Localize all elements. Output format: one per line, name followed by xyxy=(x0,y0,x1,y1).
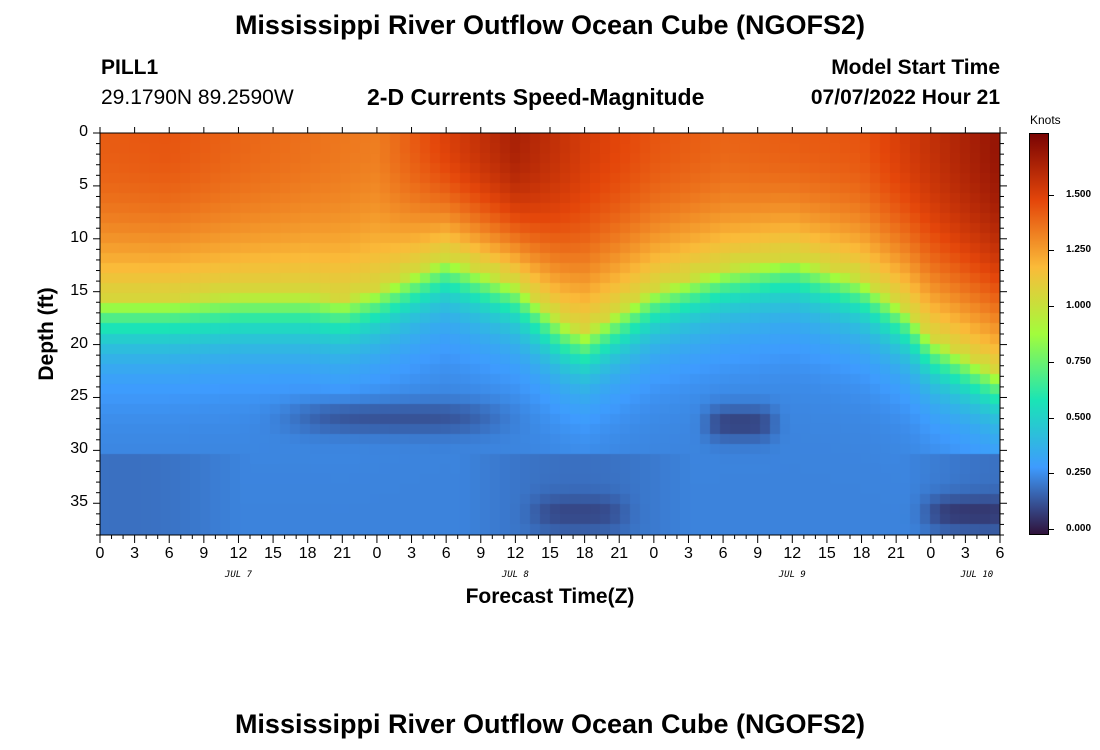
date-label: JUL 8 xyxy=(501,570,529,580)
x-tick-label: 3 xyxy=(130,545,140,562)
heatmap-plot xyxy=(100,133,1000,535)
x-tick-label: 15 xyxy=(264,545,282,562)
main-title: Mississippi River Outflow Ocean Cube (NG… xyxy=(234,10,866,40)
y-tick-label: 20 xyxy=(70,334,88,352)
y-tick-label: 35 xyxy=(70,493,88,511)
colorbar-unit: Knots xyxy=(1030,113,1061,127)
x-tick-label: 21 xyxy=(610,545,629,562)
x-tick-label: 3 xyxy=(407,545,416,562)
y-tick-label: 0 xyxy=(79,123,88,140)
colorbar-tick-mark xyxy=(1049,306,1054,308)
colorbar-tick-label: 0.250 xyxy=(1066,467,1092,479)
x-tick-label: 18 xyxy=(852,545,871,562)
x-tick-label: 0 xyxy=(926,545,936,562)
footer-title: Mississippi River Outflow Ocean Cube (NG… xyxy=(234,709,866,739)
date-label: JUL 10 xyxy=(960,570,994,580)
colorbar xyxy=(1029,133,1049,535)
x-tick-label: 12 xyxy=(783,545,802,562)
station-id: PILL1 xyxy=(101,56,159,79)
x-axis-label: Forecast Time(Z) xyxy=(465,585,635,608)
x-tick-label: 15 xyxy=(541,545,559,562)
y-tick-label: 30 xyxy=(70,440,88,458)
colorbar-tick-label: 0.500 xyxy=(1066,411,1092,423)
x-tick-label: 6 xyxy=(718,545,728,562)
colorbar-tick-mark xyxy=(1049,361,1054,363)
x-tick-label: 3 xyxy=(684,545,693,562)
x-tick-label: 9 xyxy=(476,545,486,562)
x-tick-label: 0 xyxy=(95,545,105,562)
x-tick-label: 0 xyxy=(649,545,659,562)
y-tick-label: 10 xyxy=(70,228,88,246)
colorbar-tick-mark xyxy=(1049,194,1054,196)
heatmap-canvas xyxy=(100,133,1000,535)
y-tick-label: 15 xyxy=(70,281,88,299)
colorbar-tick-mark xyxy=(1049,529,1054,530)
model-start-value: 07/07/2022 Hour 21 xyxy=(810,86,1000,109)
model-start-label: Model Start Time xyxy=(831,56,1000,79)
x-tick-label: 18 xyxy=(298,545,317,562)
x-tick-label: 18 xyxy=(575,545,594,562)
x-tick-label: 9 xyxy=(199,545,209,562)
colorbar-tick-label: 0.000 xyxy=(1066,523,1092,534)
x-tick-label: 15 xyxy=(818,545,836,562)
x-tick-label: 3 xyxy=(960,545,970,562)
colorbar-tick-label: 1.000 xyxy=(1066,300,1092,312)
date-label: JUL 9 xyxy=(778,570,806,580)
chart-subtitle: 2-D Currents Speed-Magnitude xyxy=(367,84,705,110)
colorbar-tick-mark xyxy=(1049,417,1054,419)
x-tick-label: 21 xyxy=(333,545,352,562)
colorbar-tick-label: 1.500 xyxy=(1066,188,1092,200)
colorbar-tick-mark xyxy=(1049,250,1054,252)
station-coordinates: 29.1790N 89.2590W xyxy=(101,86,294,109)
x-tick-label: 12 xyxy=(506,545,525,562)
x-tick-label: 12 xyxy=(229,545,248,562)
x-tick-label: 6 xyxy=(164,545,174,562)
x-tick-label: 6 xyxy=(995,545,1005,562)
date-label: JUL 7 xyxy=(224,570,252,580)
x-tick-label: 0 xyxy=(372,545,382,562)
colorbar-tick-label: 0.750 xyxy=(1066,355,1092,367)
colorbar-tick-mark xyxy=(1049,473,1054,475)
colorbar-tick-label: 1.250 xyxy=(1066,244,1092,256)
x-tick-label: 21 xyxy=(887,545,906,562)
y-tick-label: 25 xyxy=(70,387,88,405)
x-tick-label: 6 xyxy=(441,545,451,562)
y-tick-label: 5 xyxy=(79,175,88,193)
x-tick-label: 9 xyxy=(753,545,763,562)
